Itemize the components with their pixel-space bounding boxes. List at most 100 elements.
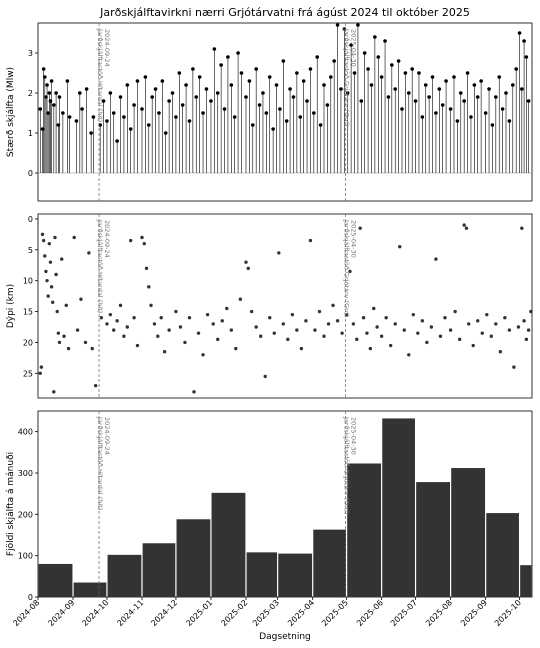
magnitude-point xyxy=(308,67,313,71)
count-bar xyxy=(416,482,451,597)
depth-y-label: Dýpi (km) xyxy=(6,284,16,328)
depth-point xyxy=(411,312,416,317)
magnitude-point xyxy=(122,115,126,119)
magnitude-point xyxy=(232,115,237,119)
magnitude-point xyxy=(448,107,453,111)
depth-point xyxy=(118,303,123,308)
magnitude-point xyxy=(315,55,320,59)
magnitude-y-ticks: 0 1 2 3 xyxy=(28,49,38,178)
station-marker-label: Jarðskjálftastöð Hítardal (hit) 2024-09-2… xyxy=(96,219,111,313)
magnitude-point xyxy=(396,59,401,63)
depth-point xyxy=(201,353,205,357)
magnitude-point xyxy=(379,75,384,79)
y-tick-label: 20 xyxy=(23,338,33,347)
depth-point xyxy=(60,257,64,261)
depth-point xyxy=(388,343,393,348)
depth-point xyxy=(147,285,151,289)
magnitude-point xyxy=(465,71,470,75)
x-tick-label: 2025-10 xyxy=(493,598,523,628)
count-y-label: Fjöldi skjálfta á mánuði xyxy=(6,452,16,556)
magnitude-point xyxy=(150,95,154,99)
magnitude-point xyxy=(494,95,498,99)
magnitude-point xyxy=(455,119,460,123)
magnitude-point xyxy=(42,75,47,79)
depth-point xyxy=(229,328,234,332)
depth-point xyxy=(122,334,126,338)
depth-point xyxy=(64,303,68,308)
depth-point xyxy=(402,328,406,332)
y-tick-label: 10 xyxy=(23,277,33,286)
depth-panel: 0 5 10 15 20 25 Dýpi (km) Jarðskjálftastöð Hí… xyxy=(6,213,533,399)
magnitude-point xyxy=(84,87,89,91)
chart-title: Jarðskjálftavirkni nærri Grjótárvatni fr… xyxy=(99,6,470,19)
station-marker-text: Jarðskjálftastöð Grjótárv (Grd) xyxy=(342,416,350,514)
depth-point xyxy=(398,245,402,249)
magnitude-point xyxy=(490,123,495,127)
depth-point xyxy=(457,337,462,342)
station-marker-text: Jarðskjálftastöð Hítardal (hit) xyxy=(96,28,104,122)
count-bar xyxy=(451,468,486,597)
count-annotations: Jarðskjálftastöð Hítardal (hit) 2024-09-2… xyxy=(96,411,357,597)
depth-point xyxy=(149,303,153,308)
depth-point xyxy=(90,346,94,351)
depth-point xyxy=(196,331,201,335)
magnitude-point xyxy=(57,95,62,99)
depth-point xyxy=(41,238,46,243)
magnitude-point xyxy=(430,75,435,79)
magnitude-y-label: Stærð skjálfta (Mlw) xyxy=(6,67,16,157)
station-marker-label: Jarðskjálftastöð Grjótárv (Grd) 2025-04-3… xyxy=(342,416,357,514)
depth-point xyxy=(87,251,91,255)
depth-point xyxy=(263,374,267,379)
magnitude-point xyxy=(410,67,414,71)
magnitude-point xyxy=(38,107,43,111)
magnitude-point xyxy=(274,83,279,87)
magnitude-point xyxy=(434,111,438,115)
magnitude-point xyxy=(427,95,431,99)
depth-point xyxy=(159,316,163,320)
depth-plot-area xyxy=(37,213,533,399)
magnitude-point xyxy=(278,107,282,111)
magnitude-point xyxy=(517,31,522,35)
magnitude-point xyxy=(393,87,398,91)
magnitude-point xyxy=(197,75,202,79)
depth-point xyxy=(144,266,149,271)
depth-point xyxy=(44,269,48,274)
magnitude-point xyxy=(187,119,192,123)
depth-point xyxy=(205,312,210,317)
station-marker-text: 2024-09-24 xyxy=(103,220,111,258)
count-bar xyxy=(211,492,246,597)
count-bar xyxy=(38,563,73,597)
magnitude-point xyxy=(146,123,151,127)
depth-point xyxy=(299,346,304,351)
magnitude-point xyxy=(41,67,46,71)
magnitude-point xyxy=(526,99,531,103)
depth-point xyxy=(125,325,130,329)
magnitude-point xyxy=(497,75,502,79)
magnitude-point xyxy=(359,99,364,103)
station-marker-label: Jarðskjálftastöð Grjótárv (Grd) 2025-04-3… xyxy=(342,219,357,317)
depth-point xyxy=(211,322,215,326)
magnitude-point xyxy=(328,75,333,79)
depth-point xyxy=(43,254,47,258)
depth-point xyxy=(48,260,53,264)
depth-point xyxy=(434,257,438,261)
magnitude-point xyxy=(440,103,445,107)
depth-point xyxy=(331,303,335,308)
magnitude-point xyxy=(184,83,188,87)
depth-point xyxy=(56,331,61,335)
magnitude-point xyxy=(444,79,448,83)
depth-point xyxy=(54,272,58,277)
depth-y-ticks: 0 5 10 15 20 25 xyxy=(23,215,38,378)
depth-point xyxy=(340,331,344,335)
magnitude-point xyxy=(420,115,425,119)
magnitude-point xyxy=(219,63,223,67)
magnitude-point xyxy=(108,91,113,95)
depth-point xyxy=(355,337,359,342)
y-tick-label: 0 xyxy=(28,593,33,602)
depth-point xyxy=(225,306,229,311)
depth-point xyxy=(249,309,254,314)
magnitude-point xyxy=(163,131,168,135)
x-tick-label: 2025-08 xyxy=(424,598,454,628)
depth-point xyxy=(416,331,420,335)
depth-point xyxy=(313,328,317,332)
